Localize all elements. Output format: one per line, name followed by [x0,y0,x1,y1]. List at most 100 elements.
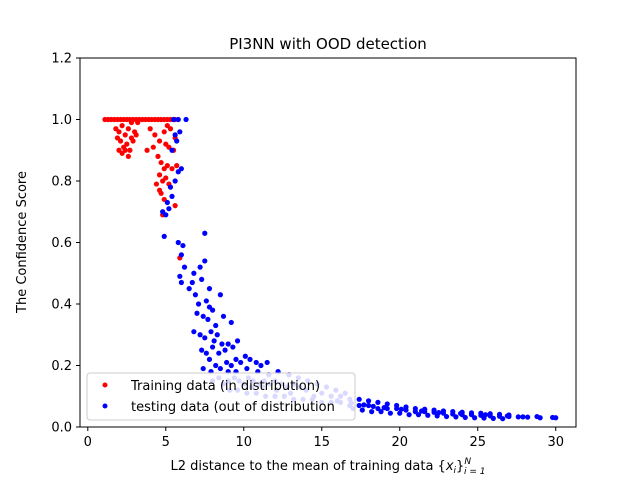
data-point [440,408,447,414]
data-point [202,335,208,341]
data-point [258,362,264,369]
y-tick-label: 0.2 [51,359,72,374]
data-point [169,147,175,153]
data-point [384,401,390,407]
data-point [153,181,160,187]
y-axis-ticks: 0.0 0.2 0.4 0.6 0.8 1.0 1.2 [51,52,80,436]
data-point [403,404,409,410]
data-point [202,258,208,264]
x-axis-label-sub: i = 1 [464,467,486,477]
data-point [496,411,503,417]
data-point [224,359,230,366]
data-point [220,313,227,319]
data-point [365,402,372,409]
data-point [398,406,404,412]
data-point [200,365,206,372]
data-point [128,119,135,126]
data-point [199,276,205,282]
data-point [122,132,128,138]
x-axis-label-close: } [456,459,464,474]
x-axis-ticks: 0 5 10 15 20 25 30 [84,427,564,450]
x-tick-label: 5 [162,435,170,450]
data-point [150,144,156,150]
data-point [178,279,184,286]
data-point [130,138,136,144]
data-point [174,163,180,169]
data-point [253,359,259,366]
data-point [175,239,181,246]
data-point [406,412,412,418]
data-point [356,402,362,409]
data-point [194,310,200,316]
data-point [209,344,216,350]
data-point [394,402,400,409]
data-point [397,410,403,416]
data-point [116,129,122,135]
data-point [264,359,270,366]
data-point [172,203,178,209]
data-point [175,116,181,123]
data-point [124,141,130,147]
legend-label-testing: testing data (out of distribution [131,400,335,415]
data-point [230,344,236,350]
data-point [180,242,186,249]
data-point [160,209,166,215]
data-point [178,252,184,258]
data-point [156,138,163,144]
data-point [186,286,192,292]
data-point [378,409,384,415]
y-axis-label: The Confidence Score [15,171,30,314]
x-tick-label: 0 [84,435,92,450]
data-point [177,129,183,135]
data-point [356,396,362,402]
data-point [462,414,468,421]
y-tick-label: 0.0 [51,421,72,436]
data-point [412,405,418,412]
data-point [525,414,531,420]
data-point [211,338,217,344]
data-point [369,409,375,415]
data-point [453,414,459,420]
data-point [500,416,506,422]
data-point [365,398,372,404]
data-point [431,407,437,413]
data-point [234,338,241,344]
data-point [233,356,239,362]
x-axis-label-var: x [445,459,454,474]
data-point [381,405,387,411]
x-axis-label-sup: N [464,457,471,467]
data-point [127,147,133,153]
data-point [135,119,141,126]
data-point [169,166,175,172]
data-point [203,350,209,356]
data-point [457,410,464,417]
data-point [515,414,521,420]
data-point [213,362,219,369]
data-point [114,135,121,141]
data-point [478,410,484,416]
data-point [119,123,125,129]
data-point [228,362,234,369]
data-point [242,353,248,359]
data-point [415,412,422,418]
data-point [167,184,174,190]
data-point [375,399,381,405]
y-tick-label: 0.8 [51,175,72,190]
data-point [206,356,213,362]
data-point [208,329,214,335]
data-point [490,415,496,421]
data-point [202,230,208,236]
data-point [181,264,188,270]
data-point [163,175,169,181]
data-point [418,408,425,414]
data-point [520,414,526,420]
data-point [216,350,222,356]
data-point [125,126,131,132]
data-point [191,329,197,335]
x-tick-label: 15 [313,435,330,450]
data-point [228,319,234,326]
legend-marker-training [102,382,108,388]
data-point [205,316,211,322]
data-point [166,206,172,212]
